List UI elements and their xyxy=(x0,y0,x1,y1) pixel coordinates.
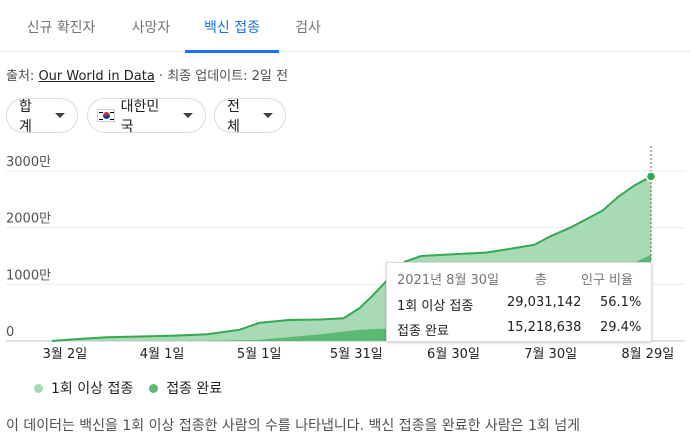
tab-deaths[interactable]: 사망자 xyxy=(131,20,171,36)
y-tick-label: 2000만 xyxy=(6,212,51,227)
legend-full: 접종 완료 xyxy=(166,381,223,397)
chart-legend: 1회 이상 접종 접종 완료 xyxy=(34,378,222,398)
x-tick-label: 3월 2일 xyxy=(43,347,88,362)
chevron-down-icon xyxy=(183,113,193,118)
tab-vaccination-label: 백신 접종 xyxy=(204,20,260,36)
tooltip-row-label: 접종 완료 xyxy=(397,324,449,339)
chart-tooltip: 2021년 8월 30일 총 인구 비율 1회 이상 접종 29,031,142… xyxy=(386,262,652,342)
last-updated: · 최종 업데이트: 2일 전 xyxy=(154,69,288,84)
chevron-down-icon xyxy=(55,113,65,118)
total-dropdown-label: 합계 xyxy=(19,98,32,135)
x-tick-label: 6월 30일 xyxy=(427,347,480,362)
tooltip-col-total: 총 xyxy=(535,273,547,288)
description-text: 이 데이터는 백신을 1회 이상 접종한 사람의 수를 나타냅니다. 백신 접종… xyxy=(6,418,581,434)
tooltip-date: 2021년 8월 30일 xyxy=(397,273,500,288)
tab-new-cases[interactable]: 신규 확진자 xyxy=(26,20,96,36)
tooltip-row-pct: 56.1% xyxy=(600,295,642,310)
y-tick-label: 3000만 xyxy=(6,155,51,170)
tooltip-row-total: 29,031,142 xyxy=(507,295,582,310)
korea-flag-icon xyxy=(97,109,115,122)
x-tick-label: 8월 29일 xyxy=(621,347,674,362)
tooltip-col-pct: 인구 비율 xyxy=(581,273,633,288)
x-tick-label: 5월 31일 xyxy=(330,347,383,362)
source-line: 출처: Our World in Data · 최종 업데이트: 2일 전 xyxy=(6,65,288,84)
tooltip-row-total: 15,218,638 xyxy=(507,320,582,335)
source-prefix: 출처: xyxy=(6,69,39,84)
x-tick-label: 4월 1일 xyxy=(140,347,185,362)
country-dropdown-label: 대한민국 xyxy=(120,98,160,135)
tooltip-row-pct: 29.4% xyxy=(600,320,642,335)
chevron-down-icon xyxy=(263,113,273,118)
tab-bar: 신규 확진자 사망자 백신 접종 검사 xyxy=(0,0,691,53)
total-dropdown[interactable]: 합계 xyxy=(6,98,78,135)
x-tick-label: 7월 30일 xyxy=(524,347,577,362)
scope-dropdown-label: 전체 xyxy=(227,98,240,135)
active-tab-indicator xyxy=(185,50,279,53)
tab-vaccination[interactable]: 백신 접종 xyxy=(185,0,279,53)
hover-point-marker xyxy=(645,171,657,182)
tab-testing[interactable]: 검사 xyxy=(295,20,321,36)
legend-one-dose: 1회 이상 접종 xyxy=(51,381,134,397)
y-tick-label: 0 xyxy=(6,325,14,340)
scope-dropdown[interactable]: 전체 xyxy=(214,98,286,135)
one-dose-legend-dot xyxy=(34,383,43,393)
source-link[interactable]: Our World in Data xyxy=(38,69,155,84)
full-dose-legend-dot xyxy=(149,383,159,393)
country-dropdown[interactable]: 대한민국 xyxy=(87,98,206,135)
y-tick-label: 1000만 xyxy=(6,268,51,283)
x-tick-label: 5월 1일 xyxy=(237,347,282,362)
tooltip-row-label: 1회 이상 접종 xyxy=(397,299,474,314)
